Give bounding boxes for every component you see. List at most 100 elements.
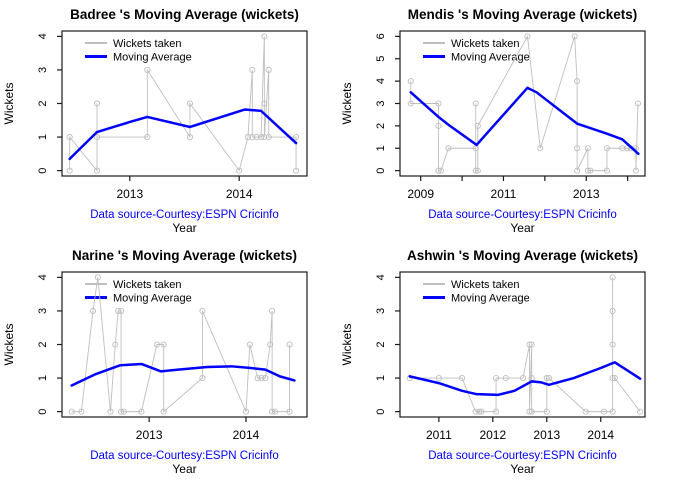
legend-label-0: Wickets taken (451, 38, 519, 50)
wickets-line (410, 34, 639, 172)
y-tick-label: 4 (37, 33, 49, 39)
wickets-marker (249, 66, 256, 73)
x-axis-label: Year (510, 221, 534, 235)
wickets-marker (160, 341, 167, 348)
wickets-marker (435, 122, 442, 129)
wickets-marker (603, 167, 610, 174)
y-tick-label: 6 (375, 33, 387, 39)
wickets-marker (435, 375, 442, 382)
y-tick-label: 0 (375, 409, 387, 415)
wickets-marker (502, 375, 509, 382)
x-tick-label: 2014 (226, 187, 253, 201)
wickets-marker (246, 341, 253, 348)
wickets-marker (160, 408, 167, 415)
wickets-marker (199, 375, 206, 382)
panel-ashwin: Ashwin 's Moving Average (wickets) 0 1 2 3 4 2… (338, 241, 676, 482)
wickets-marker (258, 134, 265, 141)
wickets-marker (528, 408, 535, 415)
wickets-marker (253, 134, 260, 141)
wickets-marker (93, 134, 101, 141)
legend-label-0: Wickets taken (113, 38, 181, 50)
wickets-marker (249, 134, 256, 141)
x-tick-label: 2011 (426, 428, 452, 442)
wickets-marker (261, 134, 268, 141)
panel-mendis: Mendis 's Moving Average (wickets) 0 1 2 3 4 5… (338, 0, 676, 241)
ashwin-chart: Ashwin 's Moving Average (wickets) 0 1 2 3 4 2… (340, 248, 646, 476)
wickets-marker (435, 167, 442, 174)
x-tick-label: 2013 (533, 428, 560, 442)
wickets-marker (186, 100, 194, 107)
legend-label-1: Moving Average (113, 293, 192, 305)
wickets-marker (472, 167, 479, 174)
y-tick-label: 0 (37, 168, 49, 174)
wickets-marker (138, 408, 145, 415)
wickets-marker (600, 408, 608, 415)
x-tick-label: 2013 (573, 187, 600, 201)
wickets-marker (609, 408, 616, 415)
x-tick-label: 2011 (491, 187, 517, 201)
wickets-marker (584, 167, 591, 174)
wickets-marker (543, 408, 550, 415)
y-tick-label: 2 (37, 100, 49, 106)
wickets-marker (236, 167, 243, 174)
x-axis-label: Year (510, 462, 534, 476)
wickets-marker (524, 33, 531, 40)
wickets-marker (265, 66, 272, 73)
wickets-marker (632, 167, 639, 174)
moving-average-line (409, 86, 640, 156)
wickets-marker (459, 375, 466, 382)
wickets-marker (144, 134, 151, 141)
wickets-marker (407, 100, 414, 107)
wickets-marker (584, 145, 591, 152)
wickets-marker (472, 408, 479, 415)
wickets-marker (186, 134, 194, 141)
y-tick-label: 3 (37, 308, 49, 314)
y-tick-label: 1 (375, 375, 387, 381)
y-tick-label: 5 (375, 56, 387, 62)
chart-title: Badree 's Moving Average (wickets) (70, 7, 299, 22)
wickets-marker (265, 134, 272, 141)
legend-label-0: Wickets taken (451, 279, 519, 291)
data-source-caption: Data source-Courtesy:ESPN Cricinfo (90, 209, 279, 221)
y-axis-label: Wickets (2, 83, 16, 125)
wickets-marker (476, 408, 483, 415)
wickets-marker (609, 375, 616, 382)
wickets-marker (637, 408, 644, 415)
data-source-caption: Data source-Courtesy:ESPN Cricinfo (90, 450, 279, 462)
wickets-marker (574, 167, 581, 174)
wickets-marker (244, 134, 251, 141)
x-tick-label: 2009 (407, 187, 434, 201)
y-tick-label: 1 (375, 145, 387, 151)
wickets-marker (93, 100, 101, 107)
wickets-marker (120, 408, 128, 415)
y-tick-label: 1 (37, 134, 49, 140)
legend-label-1: Moving Average (113, 52, 192, 64)
wickets-marker (543, 375, 550, 382)
y-tick-label: 1 (37, 375, 49, 381)
wickets-marker (293, 167, 300, 174)
wickets-marker (286, 408, 293, 415)
x-axis-label: Year (172, 221, 196, 235)
wickets-marker (545, 375, 552, 382)
wickets-marker (144, 66, 151, 73)
y-tick-label: 3 (375, 100, 387, 106)
wickets-line (71, 277, 291, 413)
wickets-marker (528, 341, 535, 348)
wickets-marker (115, 307, 122, 314)
wickets-marker (269, 408, 276, 415)
moving-average-line (68, 108, 298, 161)
badree-chart: Badree 's Moving Average (wickets) 0 1 2 3 4 2… (2, 7, 308, 235)
wickets-marker (261, 100, 268, 107)
y-tick-label: 0 (375, 168, 387, 174)
wickets-marker (254, 375, 261, 382)
wickets-marker (78, 408, 85, 415)
wickets-marker (269, 307, 276, 314)
wickets-marker (571, 33, 578, 40)
wickets-marker (435, 100, 442, 107)
wickets-marker (474, 167, 481, 174)
chart-title: Mendis 's Moving Average (wickets) (408, 7, 638, 22)
wickets-marker (624, 145, 631, 152)
wickets-marker (574, 78, 581, 85)
wickets-marker (271, 408, 279, 415)
mendis-chart: Mendis 's Moving Average (wickets) 0 1 2 3 4 5… (340, 7, 646, 235)
